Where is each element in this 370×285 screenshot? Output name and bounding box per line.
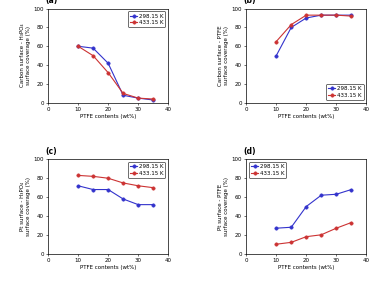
298.15 K	[136, 96, 140, 100]
Text: (b): (b)	[244, 0, 256, 5]
Line: 298.15 K: 298.15 K	[275, 188, 353, 230]
298.15 K	[304, 16, 309, 20]
298.15 K	[151, 203, 155, 206]
433.15 K	[136, 184, 140, 188]
X-axis label: PTFE contents (wt%): PTFE contents (wt%)	[278, 114, 334, 119]
Y-axis label: Pt surface - H₃PO₄
surface coverage (%): Pt surface - H₃PO₄ surface coverage (%)	[20, 177, 31, 236]
433.15 K	[121, 92, 125, 95]
298.15 K	[274, 227, 279, 230]
298.15 K	[349, 13, 353, 17]
Text: (c): (c)	[46, 146, 57, 156]
433.15 K	[121, 181, 125, 185]
433.15 K	[349, 14, 353, 18]
298.15 K	[91, 46, 95, 50]
433.15 K	[91, 175, 95, 178]
298.15 K	[349, 188, 353, 191]
433.15 K	[151, 186, 155, 189]
433.15 K	[334, 227, 339, 230]
298.15 K	[289, 26, 293, 29]
X-axis label: PTFE contents (wt%): PTFE contents (wt%)	[80, 265, 136, 270]
433.15 K	[76, 44, 80, 48]
433.15 K	[136, 96, 140, 100]
Text: (a): (a)	[46, 0, 58, 5]
Y-axis label: Pt surface - PTFE
surface coverage (%): Pt surface - PTFE surface coverage (%)	[218, 177, 229, 236]
433.15 K	[319, 233, 323, 237]
298.15 K	[304, 205, 309, 208]
298.15 K	[106, 188, 110, 191]
Text: (d): (d)	[244, 146, 256, 156]
433.15 K	[91, 54, 95, 57]
433.15 K	[151, 97, 155, 101]
433.15 K	[349, 221, 353, 224]
Y-axis label: Carbon surface - PTFE
surface coverage (%): Carbon surface - PTFE surface coverage (…	[218, 25, 229, 86]
Line: 433.15 K: 433.15 K	[76, 174, 155, 190]
298.15 K	[121, 197, 125, 201]
433.15 K	[274, 40, 279, 43]
Line: 298.15 K: 298.15 K	[275, 13, 353, 57]
298.15 K	[121, 93, 125, 97]
298.15 K	[274, 54, 279, 57]
298.15 K	[76, 44, 80, 48]
433.15 K	[319, 13, 323, 17]
298.15 K	[76, 184, 80, 188]
298.15 K	[319, 194, 323, 197]
433.15 K	[289, 241, 293, 244]
433.15 K	[334, 13, 339, 17]
298.15 K	[91, 188, 95, 191]
433.15 K	[304, 235, 309, 238]
298.15 K	[106, 62, 110, 65]
Line: 433.15 K: 433.15 K	[275, 221, 353, 246]
Legend: 298.15 K, 433.15 K: 298.15 K, 433.15 K	[128, 11, 165, 27]
Legend: 298.15 K, 433.15 K: 298.15 K, 433.15 K	[249, 162, 286, 178]
Legend: 298.15 K, 433.15 K: 298.15 K, 433.15 K	[128, 162, 165, 178]
Line: 433.15 K: 433.15 K	[275, 13, 353, 43]
433.15 K	[106, 176, 110, 180]
Line: 298.15 K: 298.15 K	[76, 184, 155, 206]
298.15 K	[151, 98, 155, 102]
433.15 K	[304, 13, 309, 17]
433.15 K	[274, 243, 279, 246]
298.15 K	[334, 193, 339, 196]
Line: 298.15 K: 298.15 K	[76, 44, 155, 102]
X-axis label: PTFE contents (wt%): PTFE contents (wt%)	[278, 265, 334, 270]
298.15 K	[319, 13, 323, 17]
298.15 K	[289, 225, 293, 229]
433.15 K	[76, 174, 80, 177]
433.15 K	[106, 71, 110, 74]
Y-axis label: Carbon surface - H₃PO₄
surface coverage (%): Carbon surface - H₃PO₄ surface coverage …	[20, 24, 31, 87]
Line: 433.15 K: 433.15 K	[76, 44, 155, 101]
298.15 K	[334, 13, 339, 17]
298.15 K	[136, 203, 140, 206]
433.15 K	[289, 23, 293, 26]
X-axis label: PTFE contents (wt%): PTFE contents (wt%)	[80, 114, 136, 119]
Legend: 298.15 K, 433.15 K: 298.15 K, 433.15 K	[326, 84, 363, 100]
